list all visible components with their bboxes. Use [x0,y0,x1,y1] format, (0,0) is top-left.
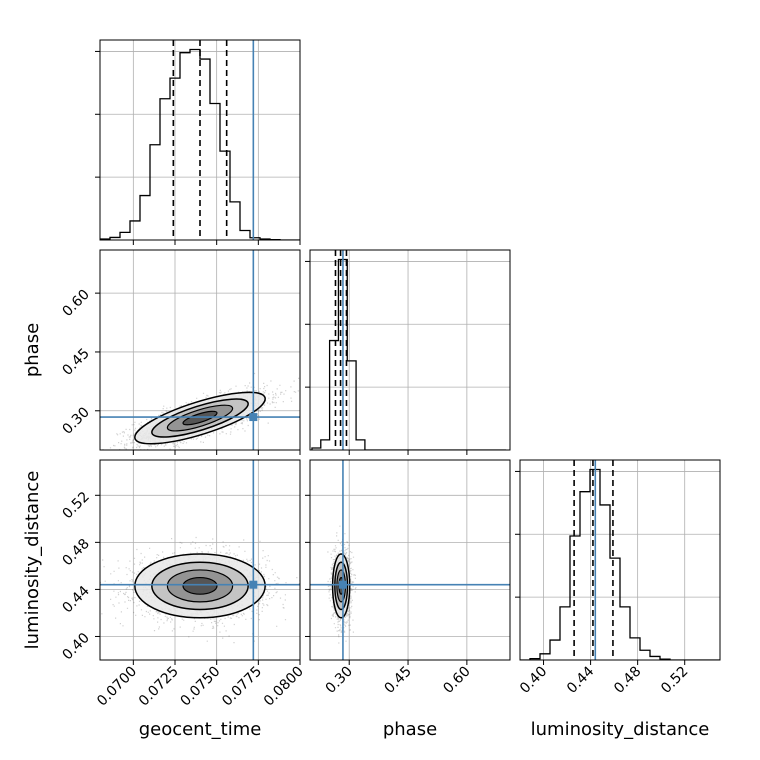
y-tick-label: 0.48 [59,536,92,569]
panel-geocent_time-hist [95,39,301,245]
truth-marker [338,580,347,589]
axes-frame [309,459,511,661]
y-tick-label: 0.30 [59,404,92,437]
contour-level-3 [182,410,218,426]
density-phase-luminosity_distance [310,460,510,660]
panel-phase-hist [305,249,511,455]
density-geocent_time-luminosity_distance [100,460,300,660]
axes-frame [99,249,301,451]
truth-marker [249,580,258,589]
x-tick-label: 0.60 [440,664,473,697]
x-tick-label: 0.0775 [219,664,265,710]
sample-points [100,536,300,644]
y-axis-label-luminosity_distance: luminosity_distance [22,471,43,650]
panel-geocent_time-vs-phase: 0.30 0.45 0.60 [59,249,301,455]
histogram-luminosity_distance [520,468,720,660]
x-tick-label: 0.48 [611,664,644,697]
panel-phase-vs-luminosity_distance: 0.30 0.45 0.60 [305,459,511,697]
y-tick-label: 0.40 [59,630,92,663]
density-geocent_time-phase [100,250,300,450]
x-tick-label: 0.45 [382,664,415,697]
histogram-geocent_time [100,48,300,240]
y-tick-label: 0.44 [59,583,92,616]
x-axis-label-geocent_time: geocent_time [139,719,262,740]
y-tick-label: 0.52 [59,489,92,522]
axes-frame [519,459,721,661]
axes-frame [99,39,301,241]
x-tick-label: 0.30 [323,664,356,697]
y-tick-label: 0.60 [59,287,92,320]
y-tick-label: 0.45 [59,345,92,378]
panel-luminosity_distance-hist: 0.40 0.44 0.48 0.52 [515,459,721,697]
x-tick-label: 0.40 [517,664,550,697]
x-tick-label: 0.44 [564,663,597,696]
x-axis-label-luminosity_distance: luminosity_distance [531,719,710,740]
x-tick-label: 0.0725 [136,664,182,710]
x-tick-label: 0.0700 [94,664,140,710]
x-tick-label: 0.52 [658,664,691,697]
x-tick-label: 0.0800 [261,664,307,710]
x-tick-label: 0.0750 [178,664,224,710]
y-axis-label-phase: phase [22,323,43,377]
axes-frame [99,459,301,661]
axes-frame [309,249,511,451]
histogram-phase [311,258,507,450]
x-axis-label-phase: phase [383,719,437,740]
truth-marker [249,413,258,422]
contour-level-3 [182,576,218,595]
